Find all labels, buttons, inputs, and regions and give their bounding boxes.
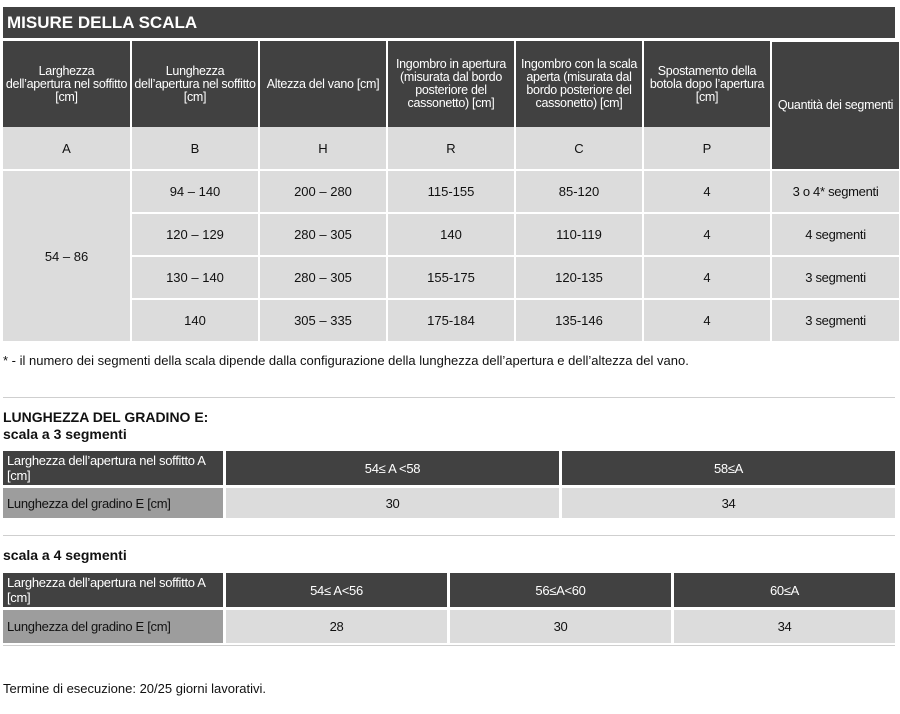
- cell-c: 120-135: [516, 257, 642, 298]
- cell-qty: 3 segmenti: [772, 300, 899, 341]
- letter-a: A: [3, 127, 130, 169]
- table-row: Lunghezza del gradino E [cm] 30 34: [3, 488, 895, 518]
- cell-value: 30: [450, 610, 671, 643]
- cell-p: 4: [644, 214, 770, 255]
- header-opening-space: Ingombro in apertura (misurata dal bordo…: [388, 41, 514, 127]
- table-row: Lunghezza del gradino E [cm] 28 30 34: [3, 610, 895, 643]
- cell-value: 54≤ A <58: [226, 451, 559, 485]
- a-range-cell: 54 – 86: [3, 171, 130, 341]
- header-height: Altezza del vano [cm]: [260, 41, 386, 127]
- three-segment-subtitle: scala a 3 segmenti: [3, 426, 127, 442]
- table-row: 130 – 140 280 – 305 155-175 120-135 4 3 …: [3, 257, 899, 298]
- cell-h: 305 – 335: [260, 300, 386, 341]
- cell-c: 135-146: [516, 300, 642, 341]
- header-width: Larghezza dell’apertura nel soffitto [cm…: [3, 41, 130, 127]
- cell-r: 155-175: [388, 257, 514, 298]
- delivery-time-note: Termine di esecuzione: 20/25 giorni lavo…: [3, 681, 267, 696]
- divider: [3, 397, 895, 398]
- table-row: 120 – 129 280 – 305 140 110-119 4 4 segm…: [3, 214, 899, 255]
- footnote: * - il numero dei segmenti della scala d…: [3, 353, 689, 368]
- divider: [3, 645, 895, 646]
- letter-p: P: [644, 127, 770, 169]
- letter-b: B: [132, 127, 258, 169]
- row-label-opening-width: Larghezza dell’apertura nel soffitto A […: [3, 573, 223, 607]
- cell-c: 85-120: [516, 171, 642, 212]
- cell-c: 110-119: [516, 214, 642, 255]
- cell-r: 115-155: [388, 171, 514, 212]
- cell-h: 280 – 305: [260, 214, 386, 255]
- dimensions-table: Larghezza dell’apertura nel soffitto [cm…: [1, 41, 900, 341]
- cell-p: 4: [644, 171, 770, 212]
- cell-value: 30: [226, 488, 559, 518]
- cell-value: 54≤ A<56: [226, 573, 447, 607]
- step-length-title: LUNGHEZZA DEL GRADINO E:: [3, 409, 209, 425]
- cell-value: 56≤A<60: [450, 573, 671, 607]
- row-label-step-length: Lunghezza del gradino E [cm]: [3, 488, 223, 518]
- cell-r: 140: [388, 214, 514, 255]
- cell-p: 4: [644, 300, 770, 341]
- cell-r: 175-184: [388, 300, 514, 341]
- letter-h: H: [260, 127, 386, 169]
- divider: [3, 535, 895, 536]
- header-hatch-shift: Spostamento della botola dopo l’apertura…: [644, 41, 770, 127]
- cell-p: 4: [644, 257, 770, 298]
- cell-value: 34: [562, 488, 895, 518]
- letter-r: R: [388, 127, 514, 169]
- header-open-ladder-space: Ingombro con la scala aperta (misurata d…: [516, 41, 642, 127]
- cell-qty: 3 segmenti: [772, 257, 899, 298]
- cell-qty: 3 o 4* segmenti: [772, 171, 899, 212]
- cell-b: 120 – 129: [132, 214, 258, 255]
- table-row: Larghezza dell’apertura nel soffitto A […: [3, 573, 895, 607]
- row-label-step-length: Lunghezza del gradino E [cm]: [3, 610, 223, 643]
- header-segment-count: Quantità dei segmenti: [772, 41, 899, 169]
- cell-qty: 4 segmenti: [772, 214, 899, 255]
- table-row: 140 305 – 335 175-184 135-146 4 3 segmen…: [3, 300, 899, 341]
- four-segment-subtitle: scala a 4 segmenti: [3, 547, 127, 563]
- row-label-opening-width: Larghezza dell’apertura nel soffitto A […: [3, 451, 223, 485]
- cell-h: 280 – 305: [260, 257, 386, 298]
- cell-b: 94 – 140: [132, 171, 258, 212]
- cell-h: 200 – 280: [260, 171, 386, 212]
- cell-value: 34: [674, 610, 895, 643]
- cell-value: 28: [226, 610, 447, 643]
- table-title: MISURE DELLA SCALA: [3, 7, 895, 38]
- cell-b: 140: [132, 300, 258, 341]
- cell-b: 130 – 140: [132, 257, 258, 298]
- table-row: Larghezza dell’apertura nel soffitto A […: [3, 451, 895, 485]
- cell-value: 58≤A: [562, 451, 895, 485]
- header-length: Lunghezza dell’apertura nel soffitto [cm…: [132, 41, 258, 127]
- cell-value: 60≤A: [674, 573, 895, 607]
- table-row: 54 – 86 94 – 140 200 – 280 115-155 85-12…: [3, 171, 899, 341]
- letter-c: C: [516, 127, 642, 169]
